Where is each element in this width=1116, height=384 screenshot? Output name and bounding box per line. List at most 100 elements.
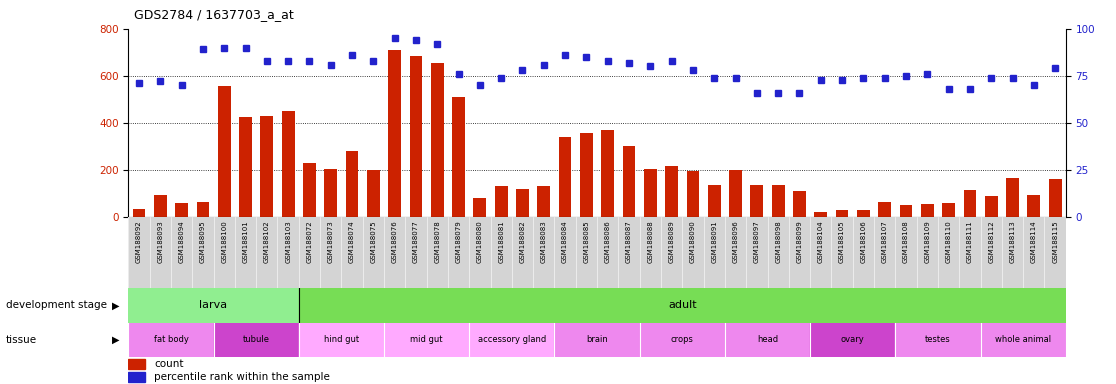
Bar <box>963 190 976 217</box>
Bar <box>984 196 998 217</box>
Bar <box>133 209 145 217</box>
Text: GSM188100: GSM188100 <box>221 220 228 263</box>
Bar <box>793 191 806 217</box>
Text: head: head <box>757 335 778 344</box>
Bar <box>281 111 295 217</box>
Bar <box>260 116 273 217</box>
Text: tubule: tubule <box>242 335 270 344</box>
Bar <box>729 170 742 217</box>
Text: GSM188107: GSM188107 <box>882 220 887 263</box>
Bar <box>299 323 384 357</box>
Bar <box>154 195 166 217</box>
Bar <box>128 288 299 323</box>
Text: GSM188072: GSM188072 <box>307 220 312 263</box>
Text: GDS2784 / 1637703_a_at: GDS2784 / 1637703_a_at <box>134 8 294 21</box>
Text: GSM188075: GSM188075 <box>371 220 376 263</box>
Bar <box>367 170 379 217</box>
Text: GSM188082: GSM188082 <box>519 220 526 263</box>
Text: GSM188088: GSM188088 <box>647 220 653 263</box>
Bar <box>431 63 444 217</box>
Text: GSM188076: GSM188076 <box>392 220 397 263</box>
Text: GSM188095: GSM188095 <box>200 220 206 263</box>
Bar <box>815 212 827 217</box>
Bar <box>602 130 614 217</box>
Bar <box>325 169 337 217</box>
Text: GSM188092: GSM188092 <box>136 220 142 263</box>
Bar <box>942 203 955 217</box>
Bar <box>857 210 869 217</box>
Bar <box>196 202 210 217</box>
Text: ovary: ovary <box>840 335 865 344</box>
Bar <box>708 185 721 217</box>
Bar <box>384 323 469 357</box>
Text: GSM188085: GSM188085 <box>584 220 589 263</box>
Bar <box>559 137 571 217</box>
Bar <box>878 202 891 217</box>
Text: GSM188089: GSM188089 <box>668 220 675 263</box>
Text: GSM188103: GSM188103 <box>285 220 291 263</box>
Text: GSM188094: GSM188094 <box>179 220 184 263</box>
Bar <box>623 146 635 217</box>
Bar <box>239 117 252 217</box>
Text: GSM188073: GSM188073 <box>328 220 334 263</box>
Text: GSM188104: GSM188104 <box>818 220 824 263</box>
Bar <box>452 97 465 217</box>
Text: brain: brain <box>586 335 608 344</box>
Text: GSM188113: GSM188113 <box>1010 220 1016 263</box>
Text: GSM188105: GSM188105 <box>839 220 845 263</box>
Bar <box>128 323 213 357</box>
Text: GSM188087: GSM188087 <box>626 220 632 263</box>
Bar <box>1007 178 1019 217</box>
Bar <box>299 288 1066 323</box>
Bar <box>725 323 810 357</box>
Text: larva: larva <box>200 300 228 310</box>
Text: GSM188077: GSM188077 <box>413 220 418 263</box>
Text: GSM188098: GSM188098 <box>776 220 781 263</box>
Text: GSM188101: GSM188101 <box>242 220 249 263</box>
Bar <box>750 185 763 217</box>
Text: GSM188097: GSM188097 <box>753 220 760 263</box>
Bar <box>128 359 145 369</box>
Bar <box>1049 179 1061 217</box>
Text: GSM188090: GSM188090 <box>690 220 696 263</box>
Bar <box>469 323 555 357</box>
Text: count: count <box>154 359 184 369</box>
Text: percentile rank within the sample: percentile rank within the sample <box>154 372 330 382</box>
Text: GSM188096: GSM188096 <box>732 220 739 263</box>
Bar <box>388 50 401 217</box>
Bar <box>1028 195 1040 217</box>
Text: mid gut: mid gut <box>411 335 443 344</box>
Text: whole animal: whole animal <box>995 335 1051 344</box>
Bar <box>218 86 231 217</box>
Bar <box>473 198 487 217</box>
Bar <box>895 323 981 357</box>
Text: GSM188081: GSM188081 <box>498 220 504 263</box>
Text: ▶: ▶ <box>112 335 119 345</box>
Text: GSM188106: GSM188106 <box>860 220 866 263</box>
Bar <box>981 323 1066 357</box>
Text: GSM188078: GSM188078 <box>434 220 441 263</box>
Bar <box>213 323 299 357</box>
Bar <box>410 56 422 217</box>
Text: testes: testes <box>925 335 951 344</box>
Text: GSM188112: GSM188112 <box>988 220 994 263</box>
Bar <box>555 323 639 357</box>
Bar <box>639 323 725 357</box>
Text: GSM188091: GSM188091 <box>711 220 718 263</box>
Bar <box>665 166 679 217</box>
Bar <box>644 169 656 217</box>
Bar <box>580 134 593 217</box>
Bar <box>175 203 187 217</box>
Text: GSM188074: GSM188074 <box>349 220 355 263</box>
Text: fat body: fat body <box>154 335 189 344</box>
Text: crops: crops <box>671 335 694 344</box>
Text: adult: adult <box>668 300 696 310</box>
Bar <box>686 171 700 217</box>
Text: ▶: ▶ <box>112 300 119 310</box>
Bar <box>836 210 848 217</box>
Text: GSM188080: GSM188080 <box>477 220 483 263</box>
Text: GSM188079: GSM188079 <box>455 220 462 263</box>
Text: tissue: tissue <box>6 335 37 345</box>
Text: GSM188102: GSM188102 <box>263 220 270 263</box>
Text: GSM188111: GSM188111 <box>966 220 973 263</box>
